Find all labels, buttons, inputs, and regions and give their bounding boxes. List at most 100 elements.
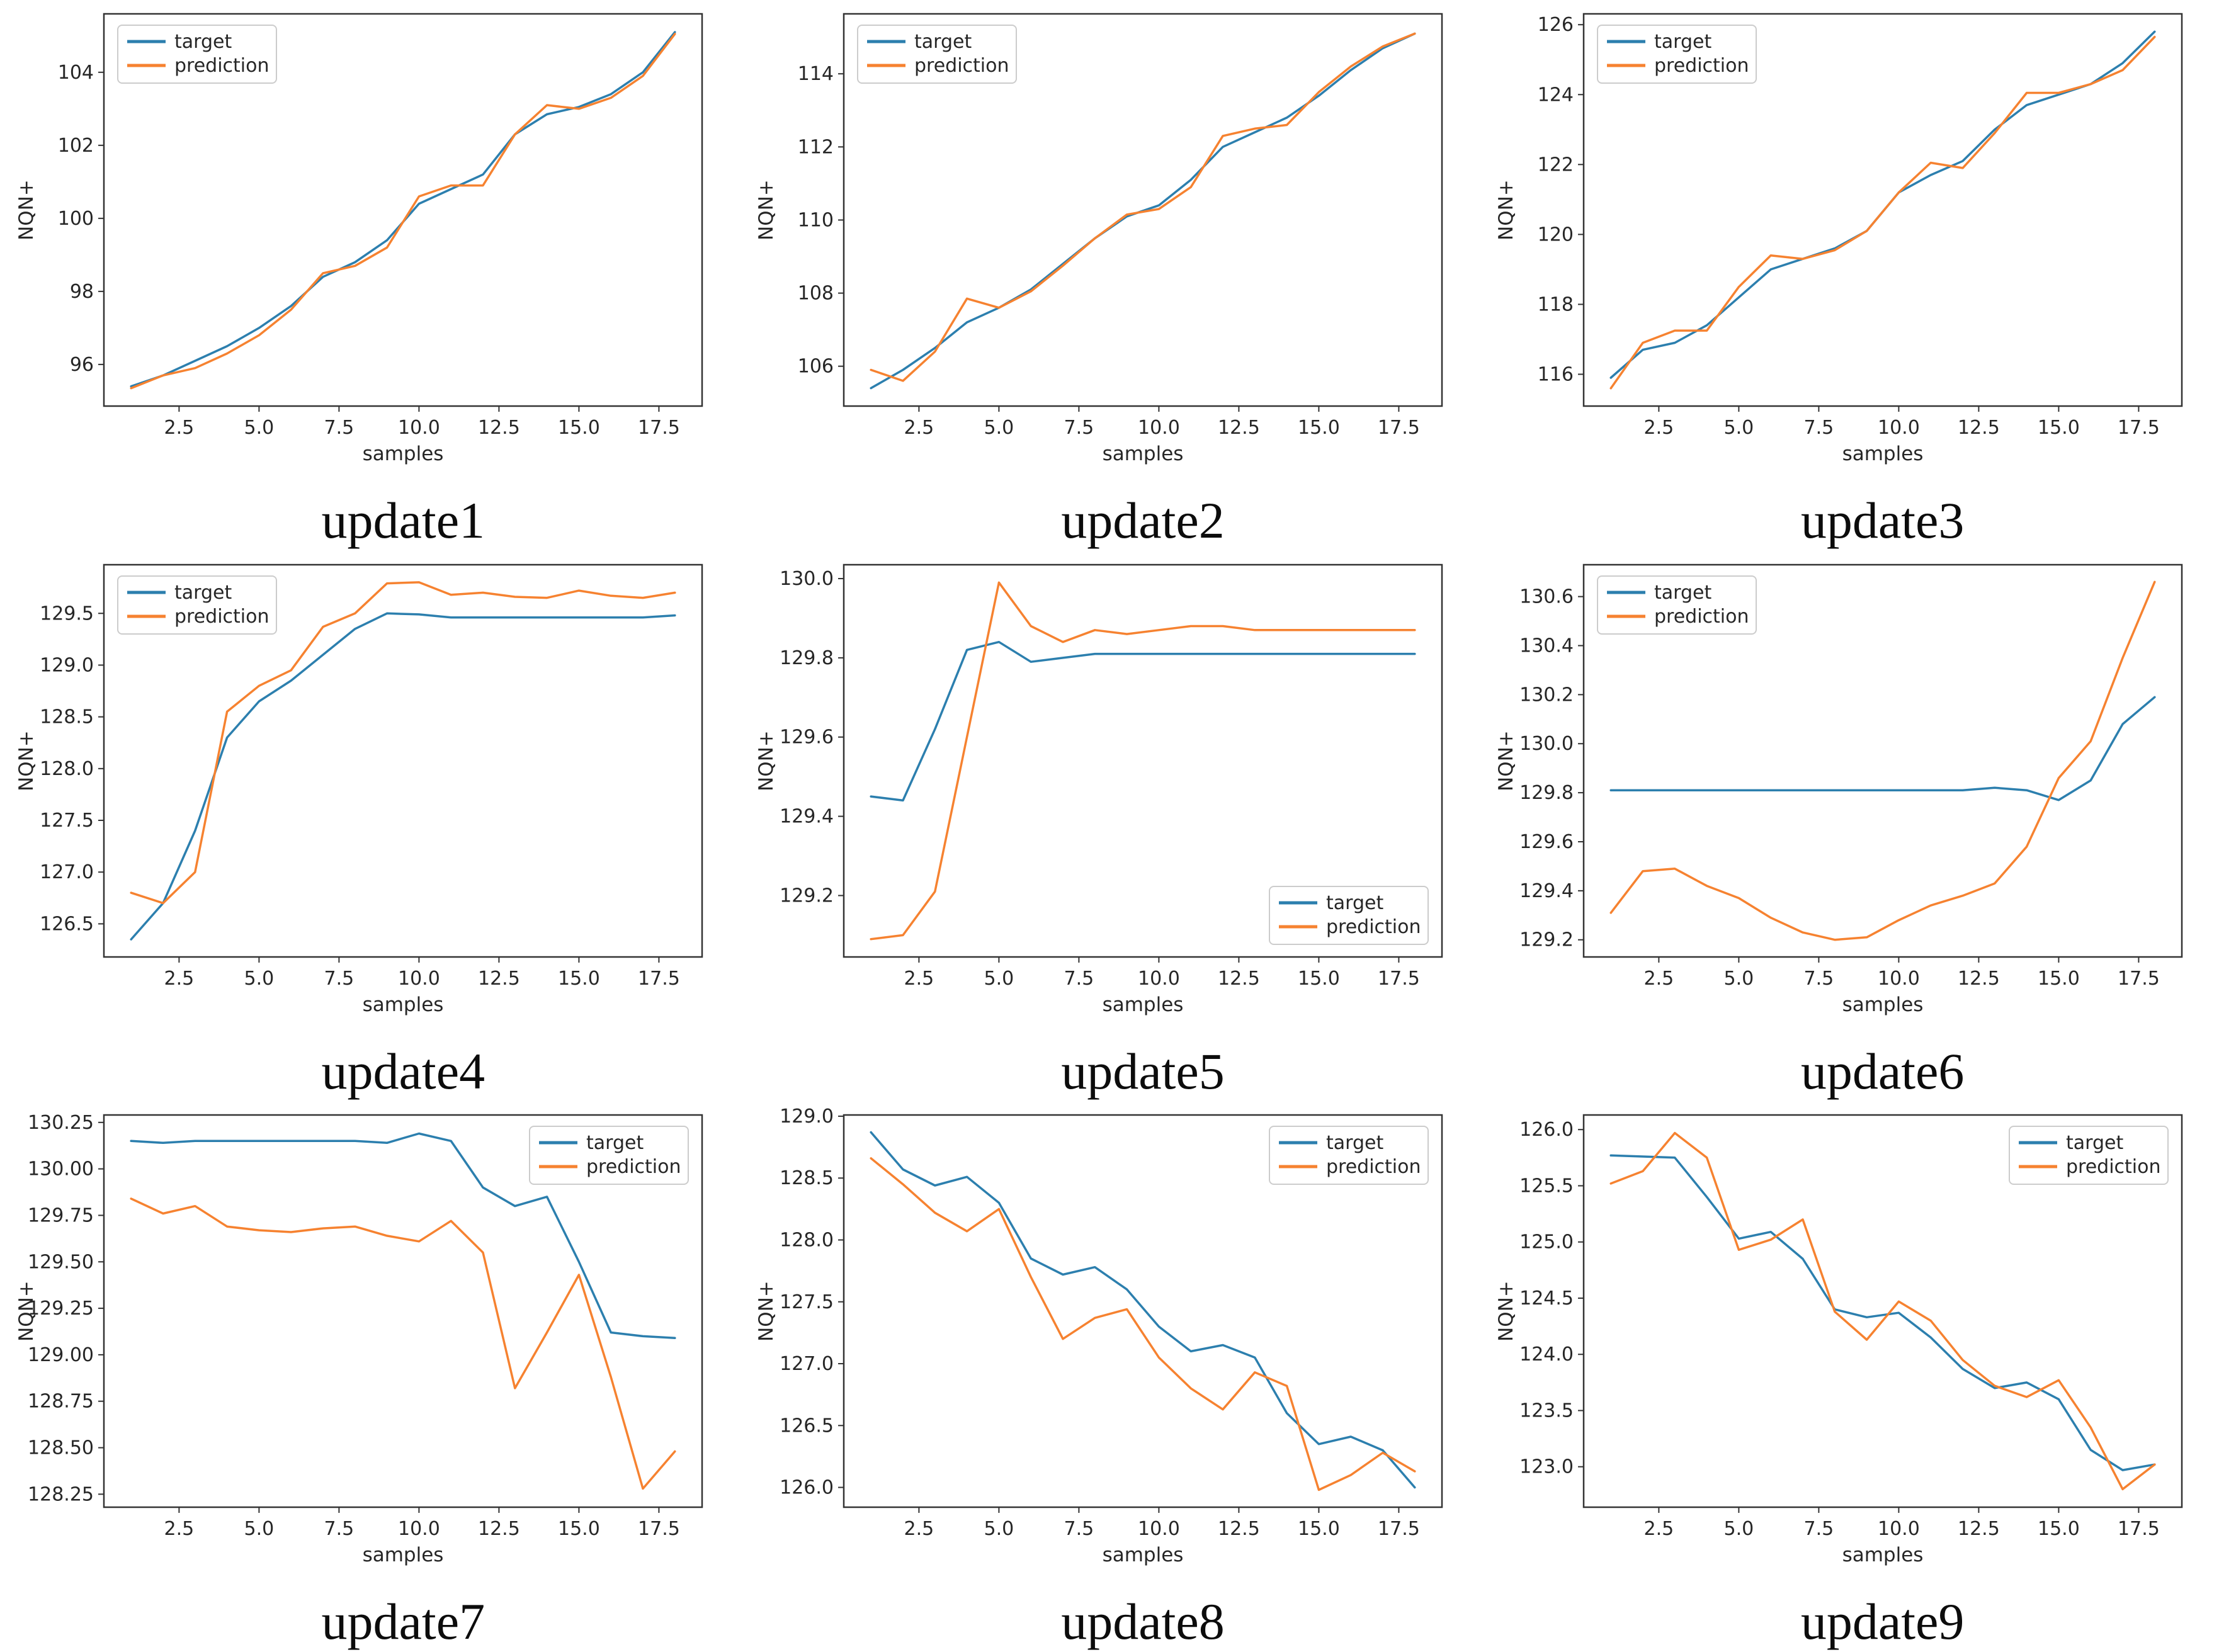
svg-text:130.4: 130.4 <box>1519 635 1574 657</box>
svg-text:17.5: 17.5 <box>638 968 680 990</box>
subplot-update7: 2.5 5.0 7.5 10.0 12.5 15.0 17.5 128.25 128.50 128… <box>0 1101 740 1652</box>
svg-text:129.5: 129.5 <box>40 603 94 625</box>
svg-text:127.5: 127.5 <box>780 1291 834 1313</box>
svg-text:5.0: 5.0 <box>1723 968 1754 990</box>
svg-text:127.0: 127.0 <box>780 1353 834 1375</box>
svg-text:7.5: 7.5 <box>1064 1518 1094 1540</box>
svg-text:2.5: 2.5 <box>1643 1518 1674 1540</box>
svg-text:15.0: 15.0 <box>2038 968 2080 990</box>
svg-text:128.5: 128.5 <box>780 1168 834 1190</box>
plot-canvas-update1: 2.5 5.0 7.5 10.0 12.5 15.0 17.5 96 98 100 102 104 sa… <box>0 0 740 491</box>
caption-update5: update5 <box>1061 1042 1225 1100</box>
svg-text:104: 104 <box>58 62 94 84</box>
svg-text:129.0: 129.0 <box>780 1106 834 1128</box>
plot-canvas-update7: 2.5 5.0 7.5 10.0 12.5 15.0 17.5 128.25 128.50 128… <box>0 1101 740 1593</box>
svg-text:129.2: 129.2 <box>1519 929 1574 951</box>
svg-text:target: target <box>174 582 232 604</box>
svg-text:129.2: 129.2 <box>780 885 834 907</box>
svg-text:114: 114 <box>798 63 834 85</box>
svg-text:15.0: 15.0 <box>558 968 600 990</box>
svg-text:samples: samples <box>363 443 444 465</box>
svg-text:NQN+: NQN+ <box>755 1281 778 1342</box>
svg-text:17.5: 17.5 <box>1378 1518 1420 1540</box>
subplot-update5: 2.5 5.0 7.5 10.0 12.5 15.0 17.5 129.2 129.4 129.6… <box>739 550 1480 1102</box>
plot-canvas-update9: 2.5 5.0 7.5 10.0 12.5 15.0 17.5 123.0 123.5 124.0… <box>1479 1101 2219 1593</box>
svg-text:2.5: 2.5 <box>164 417 195 439</box>
svg-text:prediction: prediction <box>586 1156 681 1178</box>
svg-text:116: 116 <box>1537 363 1573 385</box>
svg-text:15.0: 15.0 <box>2038 1518 2080 1540</box>
svg-text:98: 98 <box>70 281 94 303</box>
svg-text:10.0: 10.0 <box>1138 417 1180 439</box>
svg-text:samples: samples <box>1103 993 1184 1016</box>
svg-text:NQN+: NQN+ <box>755 730 778 791</box>
svg-text:126.5: 126.5 <box>780 1415 834 1437</box>
svg-text:126.0: 126.0 <box>780 1477 834 1499</box>
caption-update6: update6 <box>1800 1042 1965 1100</box>
svg-text:15.0: 15.0 <box>2038 417 2080 439</box>
svg-text:samples: samples <box>1842 993 1923 1016</box>
svg-text:129.25: 129.25 <box>28 1298 94 1320</box>
svg-text:target: target <box>914 31 972 53</box>
svg-text:12.5: 12.5 <box>1218 1518 1260 1540</box>
svg-text:samples: samples <box>363 1544 444 1566</box>
svg-text:129.0: 129.0 <box>40 654 94 676</box>
svg-text:7.5: 7.5 <box>324 417 355 439</box>
svg-text:17.5: 17.5 <box>2118 417 2160 439</box>
svg-text:118: 118 <box>1537 293 1573 315</box>
svg-text:10.0: 10.0 <box>1878 417 1920 439</box>
svg-text:10.0: 10.0 <box>398 417 440 439</box>
svg-text:129.8: 129.8 <box>780 647 834 669</box>
svg-text:12.5: 12.5 <box>1218 968 1260 990</box>
svg-text:5.0: 5.0 <box>984 1518 1014 1540</box>
svg-text:12.5: 12.5 <box>1958 968 2000 990</box>
svg-text:NQN+: NQN+ <box>15 730 38 791</box>
svg-text:prediction: prediction <box>174 606 270 628</box>
svg-text:prediction: prediction <box>1654 606 1749 628</box>
svg-text:10.0: 10.0 <box>398 1518 440 1540</box>
svg-text:108: 108 <box>798 283 834 305</box>
svg-text:17.5: 17.5 <box>2118 1518 2160 1540</box>
svg-text:samples: samples <box>1103 1544 1184 1566</box>
svg-text:prediction: prediction <box>2066 1156 2161 1178</box>
svg-text:target: target <box>1326 1132 1383 1154</box>
svg-text:samples: samples <box>1842 443 1923 465</box>
svg-text:15.0: 15.0 <box>1298 1518 1340 1540</box>
svg-text:106: 106 <box>798 356 834 378</box>
svg-text:122: 122 <box>1537 154 1573 176</box>
svg-text:129.4: 129.4 <box>780 805 834 827</box>
svg-text:10.0: 10.0 <box>1878 1518 1920 1540</box>
svg-text:17.5: 17.5 <box>1378 417 1420 439</box>
svg-text:128.75: 128.75 <box>28 1391 94 1413</box>
subplot-update8: 2.5 5.0 7.5 10.0 12.5 15.0 17.5 126.0 126.5 127.0… <box>739 1101 1480 1652</box>
svg-text:12.5: 12.5 <box>478 417 520 439</box>
svg-text:10.0: 10.0 <box>398 968 440 990</box>
svg-text:5.0: 5.0 <box>984 417 1014 439</box>
svg-text:samples: samples <box>363 993 444 1016</box>
svg-text:130.25: 130.25 <box>28 1112 94 1134</box>
svg-text:17.5: 17.5 <box>638 1518 680 1540</box>
subplot-update9: 2.5 5.0 7.5 10.0 12.5 15.0 17.5 123.0 123.5 124.0… <box>1479 1101 2219 1652</box>
caption-update2: update2 <box>1061 492 1225 549</box>
svg-text:7.5: 7.5 <box>1803 417 1834 439</box>
svg-text:127.0: 127.0 <box>40 861 94 883</box>
caption-update4: update4 <box>321 1042 485 1100</box>
svg-text:129.50: 129.50 <box>28 1252 94 1274</box>
caption-update8: update8 <box>1061 1593 1225 1651</box>
plot-canvas-update4: 2.5 5.0 7.5 10.0 12.5 15.0 17.5 126.5 127.0 127.5… <box>0 550 740 1042</box>
svg-text:7.5: 7.5 <box>324 1518 355 1540</box>
svg-text:NQN+: NQN+ <box>15 1281 38 1342</box>
svg-text:130.0: 130.0 <box>1519 733 1574 755</box>
svg-text:126: 126 <box>1537 14 1573 36</box>
svg-text:15.0: 15.0 <box>558 417 600 439</box>
svg-text:124: 124 <box>1537 84 1573 106</box>
svg-text:12.5: 12.5 <box>478 1518 520 1540</box>
svg-text:100: 100 <box>58 208 94 230</box>
svg-text:5.0: 5.0 <box>1723 417 1754 439</box>
svg-text:prediction: prediction <box>1654 55 1749 77</box>
svg-text:12.5: 12.5 <box>478 968 520 990</box>
svg-text:102: 102 <box>58 135 94 157</box>
svg-text:128.25: 128.25 <box>28 1484 94 1506</box>
svg-text:10.0: 10.0 <box>1138 1518 1180 1540</box>
svg-text:110: 110 <box>798 209 834 231</box>
